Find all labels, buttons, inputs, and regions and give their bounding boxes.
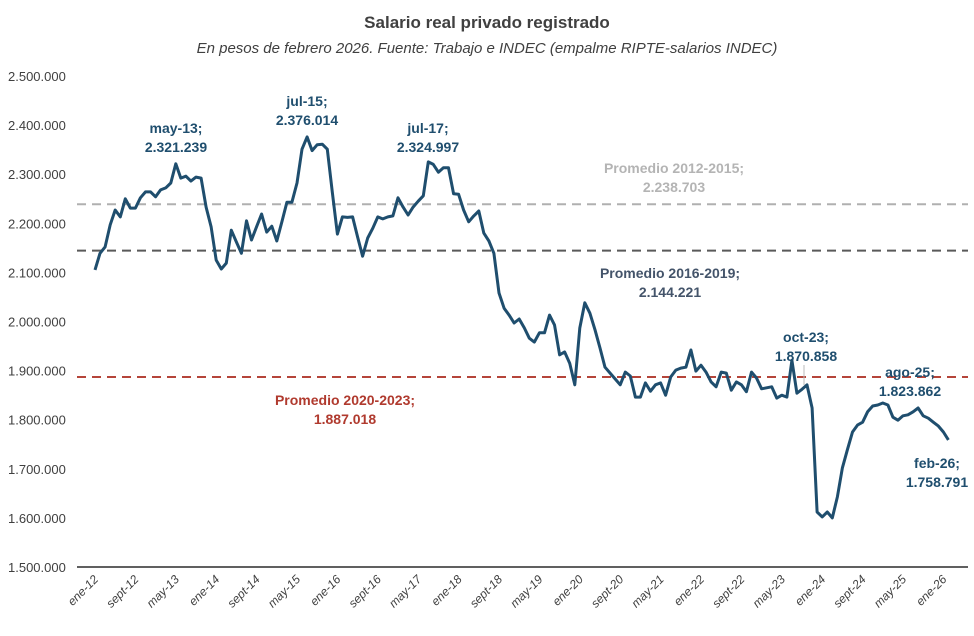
ref-2016-2019-label: Promedio 2016-2019;: [600, 265, 740, 281]
y-tick-label: 1.600.000: [8, 511, 66, 526]
y-tick-label: 2.500.000: [8, 69, 66, 84]
ref-2020-2023-label: Promedio 2020-2023;: [275, 392, 415, 408]
x-tick-label: ene-14: [186, 572, 223, 609]
ref-2020-2023-value: 1.887.018: [314, 411, 376, 427]
x-tick-label: ene-24: [792, 572, 829, 609]
annotation-may-13-value: 2.321.239: [145, 139, 207, 155]
reference-lines: [77, 203, 968, 378]
x-tick-label: ene-20: [550, 572, 587, 609]
ref-2016-2019-value: 2.144.221: [639, 284, 701, 300]
series-points: [94, 136, 949, 519]
x-tick-label: ene-18: [428, 572, 465, 609]
y-tick-label: 2.200.000: [8, 216, 66, 231]
x-tick-label: sept-16: [346, 572, 384, 610]
x-tick-label: sept-24: [831, 572, 869, 610]
y-axis-labels: 1.500.000 1.600.000 1.700.000 1.800.000 1.90…: [8, 69, 66, 575]
annotation-ago-25-value: 1.823.862: [879, 383, 941, 399]
ref-2012-2015-value: 2.238.703: [643, 179, 705, 195]
x-tick-label: may-23: [750, 572, 788, 610]
y-tick-label: 2.000.000: [8, 315, 66, 330]
x-tick-label: sept-22: [709, 572, 747, 610]
annotation-jul-15-value: 2.376.014: [276, 112, 338, 128]
annotation-jul-15-label: jul-15;: [285, 93, 327, 109]
series-line-salario-real: [93, 135, 950, 520]
y-tick-label: 1.700.000: [8, 462, 66, 477]
y-tick-label: 1.900.000: [8, 364, 66, 379]
x-tick-label: sept-20: [588, 572, 626, 610]
x-tick-label: ene-26: [913, 572, 950, 609]
annotation-feb-26-value: 1.758.791: [906, 474, 968, 490]
chart-title: Salario real privado registrado: [364, 13, 610, 32]
x-tick-label: may-19: [507, 572, 545, 610]
annotation-oct-23-value: 1.870.858: [775, 348, 837, 364]
y-tick-label: 2.300.000: [8, 167, 66, 182]
x-tick-label: may-15: [265, 572, 303, 610]
y-tick-label: 1.500.000: [8, 560, 66, 575]
y-tick-label: 2.400.000: [8, 118, 66, 133]
annotation-may-13-label: may-13;: [150, 120, 203, 136]
annotation-oct-23-label: oct-23;: [783, 329, 829, 345]
x-tick-label: ene-16: [307, 572, 344, 609]
x-tick-label: may-17: [386, 571, 425, 610]
x-tick-label: sept-12: [103, 572, 141, 610]
chart-subtitle: En pesos de febrero 2026. Fuente: Trabaj…: [197, 40, 778, 57]
x-tick-label: may-25: [871, 572, 909, 610]
x-tick-label: may-13: [144, 572, 182, 610]
x-axis-labels: ene-12 sept-12 may-13 ene-14 sept-14 may-15 en…: [65, 571, 950, 610]
x-tick-label: may-21: [629, 572, 667, 610]
x-tick-label: sept-18: [467, 572, 505, 610]
x-tick-label: ene-12: [65, 572, 102, 609]
annotation-feb-26-label: feb-26;: [914, 455, 960, 471]
annotation-jul-17-value: 2.324.997: [397, 139, 459, 155]
annotation-ago-25-label: ago-25;: [885, 364, 935, 380]
y-tick-label: 1.800.000: [8, 413, 66, 428]
y-tick-label: 2.100.000: [8, 265, 66, 280]
ref-2012-2015-label: Promedio 2012-2015;: [604, 160, 744, 176]
annotation-jul-17-label: jul-17;: [406, 120, 448, 136]
x-tick-label: sept-14: [225, 572, 263, 610]
x-tick-label: ene-22: [671, 572, 708, 609]
